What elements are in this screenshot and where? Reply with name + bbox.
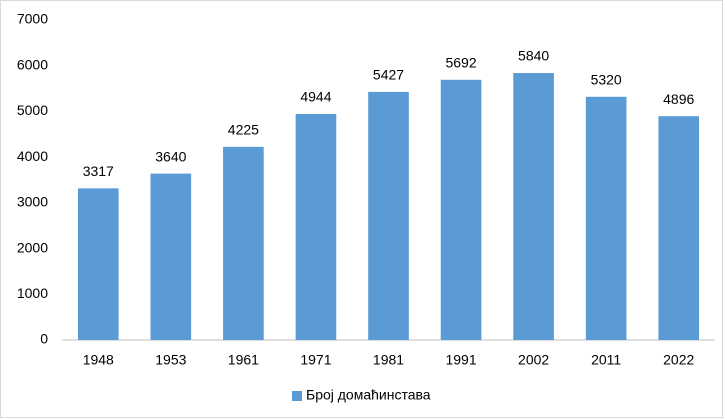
x-tick-label: 2022	[663, 352, 694, 368]
bar	[77, 188, 119, 340]
y-tick-label: 7000	[17, 11, 48, 27]
bar	[223, 146, 264, 340]
bar	[658, 116, 700, 340]
bar	[368, 91, 409, 340]
x-tick-label: 1961	[228, 352, 259, 368]
bar	[513, 73, 554, 341]
x-tick-label: 1948	[83, 352, 114, 368]
y-tick-label: 6000	[17, 56, 48, 72]
data-label: 4944	[300, 89, 331, 105]
y-tick-label: 5000	[17, 102, 48, 118]
legend-label: Број домаћинстава	[306, 387, 431, 403]
x-tick-label: 1971	[300, 352, 331, 368]
legend-swatch	[292, 391, 302, 401]
y-tick-label: 1000	[17, 285, 48, 301]
data-label: 4225	[228, 122, 259, 138]
bar	[440, 79, 482, 341]
x-tick-label: 1981	[373, 352, 404, 368]
data-label: 3317	[83, 163, 114, 179]
data-label: 5427	[373, 67, 404, 83]
y-tick-label: 3000	[17, 194, 48, 210]
data-label: 5840	[518, 48, 549, 64]
x-tick-label: 1991	[445, 352, 476, 368]
data-label: 5692	[445, 54, 476, 70]
y-tick-label: 2000	[17, 239, 48, 255]
data-label: 4896	[663, 91, 694, 107]
data-label: 3640	[155, 148, 186, 164]
y-tick-label: 4000	[17, 148, 48, 164]
y-tick-label: 0	[40, 331, 48, 347]
bar	[295, 113, 337, 340]
data-label: 5320	[591, 72, 622, 88]
bar	[150, 173, 192, 340]
bar	[585, 96, 627, 340]
x-tick-label: 2002	[518, 352, 549, 368]
x-tick-label: 1953	[155, 352, 186, 368]
x-tick-label: 2011	[591, 352, 621, 368]
